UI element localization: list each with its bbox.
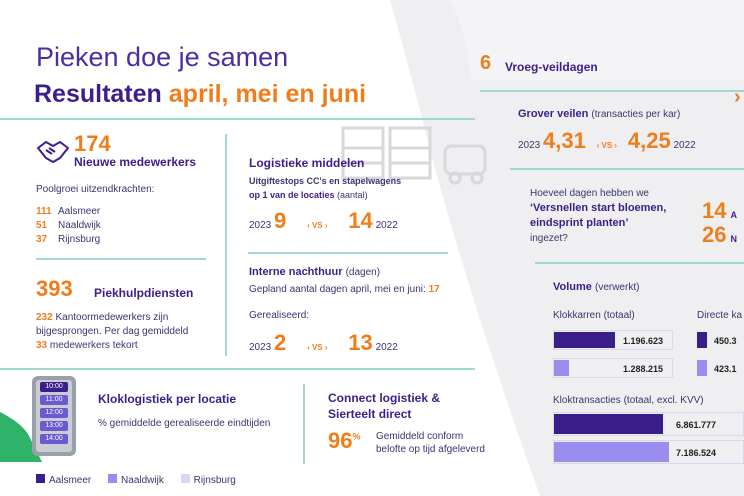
- logistics-compare: 2023 9 ‹ VS › 14 2022: [249, 208, 398, 233]
- night-rent-planned: Gepland aantal dagen april, mei en juni:…: [249, 284, 440, 295]
- divider: [248, 252, 448, 254]
- direct-bar-2022: [697, 360, 707, 376]
- legend-item: Rijnsburg: [180, 474, 236, 486]
- transactions-value-2023: 6.861.777: [676, 420, 717, 430]
- page-title: Resultaten april, mei en juni: [34, 80, 366, 109]
- night-rent-realised: Gerealiseerd:: [249, 310, 310, 321]
- logistics-sub1: Uitgiftestops CC's en stapelwagens: [249, 176, 402, 186]
- phone-time-list: 10:00 11:00 12:00 13:00 14:00: [40, 382, 68, 444]
- divider: [480, 90, 744, 92]
- list-item: 51 Naaldwijk: [36, 220, 101, 231]
- title-part1: Resultaten: [34, 80, 162, 108]
- connect-pct: 96%: [328, 428, 361, 453]
- time-slot: 11:00: [40, 395, 68, 405]
- carts-bar-frame: [553, 330, 673, 350]
- night-rent-title: Interne nachthuur (dagen): [249, 266, 381, 278]
- connect-title: Connect logistiek & Sierteelt direct: [328, 391, 441, 421]
- title-part2: april, mei en juni: [168, 80, 367, 108]
- warehouse-illustration: [341, 126, 487, 185]
- carts-bar-frame: [553, 358, 673, 378]
- coarse-compare: 2023 4,31 ‹ VS › 4,25 2022: [518, 128, 696, 153]
- list-item: 111 Aalsmeer: [36, 206, 101, 217]
- direct-bar-2023: [697, 332, 707, 348]
- divider: [510, 168, 744, 170]
- direct-title: Directe ka: [697, 310, 743, 321]
- transactions-title: Kloktransacties (totaal, excl. KVV): [553, 395, 704, 406]
- divider: [0, 368, 475, 370]
- new-staff-label: Nieuwe medewerkers: [74, 155, 197, 169]
- divider: [0, 118, 475, 120]
- volume-title: Volume (verwerkt): [553, 281, 640, 293]
- legend: Aalsmeer Naaldwijk Rijnsburg: [36, 474, 236, 486]
- carts-bar-2023: [553, 332, 615, 348]
- new-staff-subtitle: Poolgroei uitzendkrachten:: [36, 184, 155, 195]
- new-staff-list: 111 Aalsmeer 51 Naaldwijk 37 Rijnsburg: [36, 206, 101, 248]
- logistics-title: Logistieke middelen: [249, 156, 365, 170]
- logistics-sub2: op 1 van de locaties (aantal): [249, 190, 368, 200]
- divider: [535, 262, 744, 264]
- transactions-bar-2023: [553, 414, 663, 434]
- early-auction-count: 6: [480, 52, 492, 74]
- transactions-bar-2022: [553, 442, 669, 462]
- list-item: 37 Rijnsburg: [36, 234, 101, 245]
- peak-count: 393: [36, 276, 73, 301]
- time-slot: 13:00: [40, 421, 68, 431]
- carts-bar-2022: [553, 360, 569, 376]
- divider: [225, 134, 227, 356]
- new-staff-count: 174: [74, 131, 111, 156]
- coarse-title: Grover veilen (transacties per kar): [518, 108, 681, 120]
- clock-logistics-title: Kloklogistiek per locatie: [98, 392, 237, 406]
- legend-item: Naaldwijk: [108, 474, 164, 486]
- time-slot: 10:00: [40, 382, 68, 392]
- accelerate-n1: 14 A: [702, 198, 737, 223]
- carts-value-2022: 1.288.215: [623, 364, 664, 374]
- direct-value-2023: 450.3: [714, 336, 737, 346]
- accelerate-n2: 26 N: [702, 222, 737, 247]
- peak-text: 232 Kantoormedewerkers zijn bijgespronge…: [36, 312, 189, 351]
- transactions-value-2022: 7.186.524: [676, 448, 717, 458]
- divider: [303, 384, 305, 464]
- accelerate-question: Hoeveel dagen hebben we ‘Versnellen star…: [530, 188, 667, 244]
- header-script: Pieken doe je samen: [36, 42, 289, 72]
- time-slot: 12:00: [40, 408, 68, 418]
- night-rent-compare: 2023 2 ‹ VS › 13 2022: [249, 330, 398, 355]
- carts-value-2023: 1.196.623: [623, 336, 664, 346]
- handshake-icon: [37, 141, 69, 163]
- carts-title: Klokkarren (totaal): [553, 310, 635, 321]
- peak-label: Piekhulpdiensten: [94, 286, 194, 300]
- arrow-icon: ›: [734, 86, 741, 108]
- divider: [36, 258, 206, 260]
- connect-text: Gemiddeld conform belofte op tijd afgele…: [376, 431, 485, 455]
- time-slot: 14:00: [40, 434, 68, 444]
- direct-value-2022: 423.1: [714, 364, 737, 374]
- clock-logistics-sub: % gemiddelde gerealiseerde eindtijden: [98, 418, 271, 429]
- legend-item: Aalsmeer: [36, 474, 91, 486]
- early-auction-label: Vroeg-veildagen: [505, 60, 598, 74]
